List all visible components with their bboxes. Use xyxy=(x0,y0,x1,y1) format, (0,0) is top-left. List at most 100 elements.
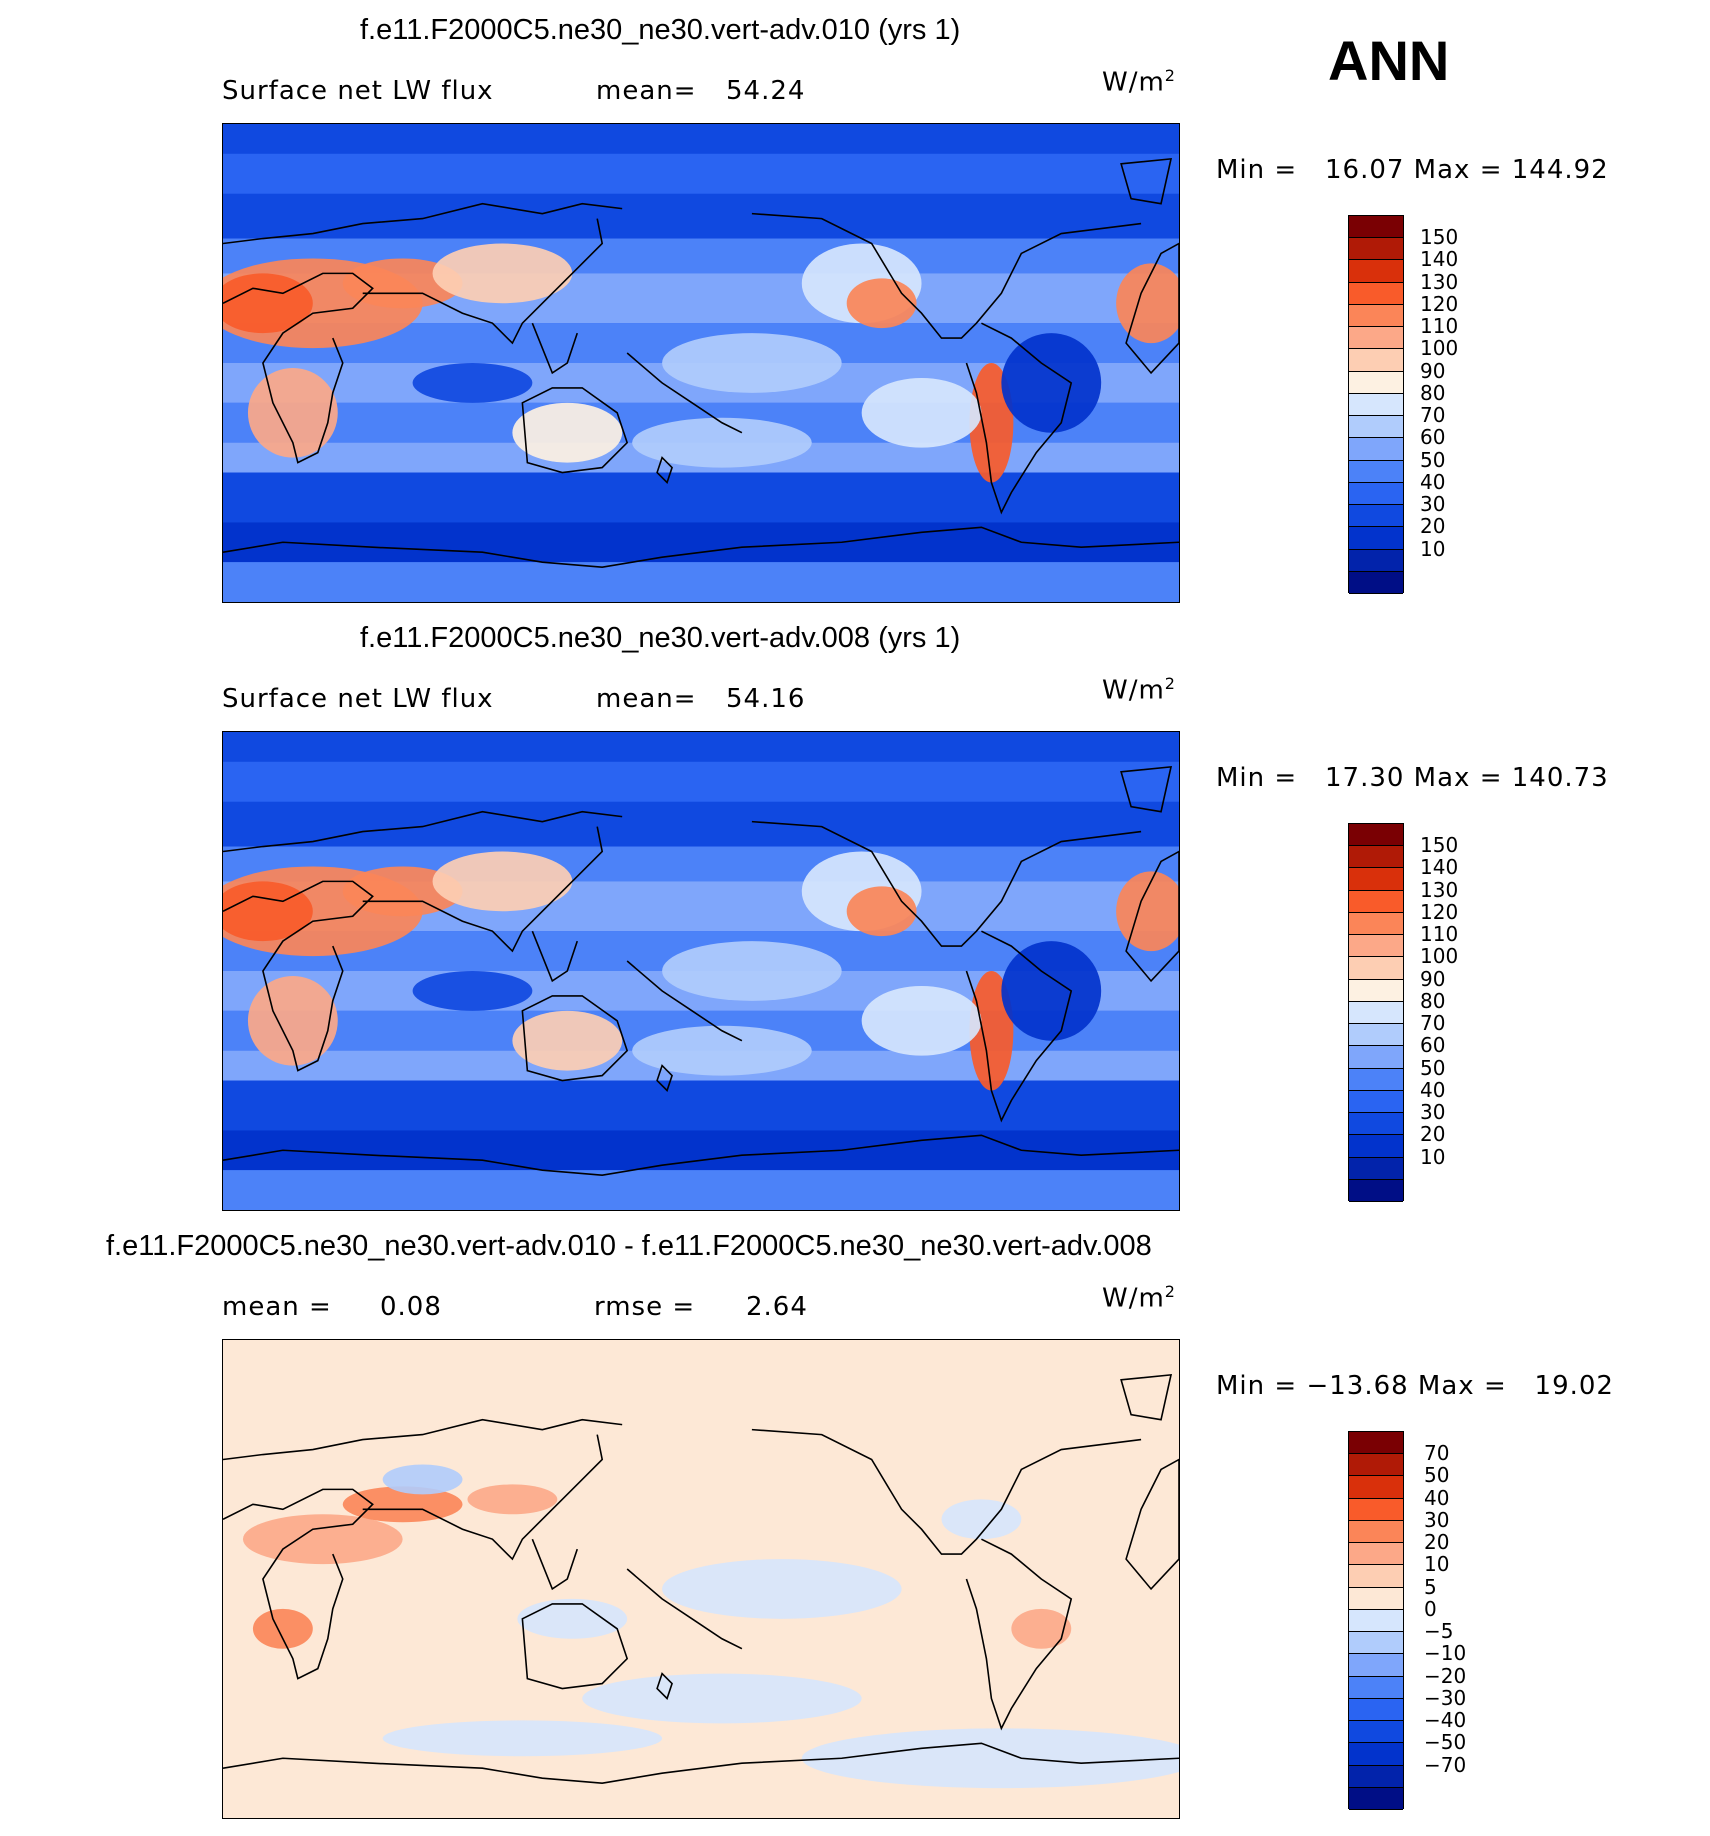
colorbar-swatch xyxy=(1349,238,1403,261)
colorbar-tick-label: 20 xyxy=(1420,1122,1446,1147)
flux-band xyxy=(223,801,1179,847)
coastline xyxy=(656,1064,673,1092)
flux-contour xyxy=(861,377,982,448)
coastline xyxy=(362,826,604,953)
coastline xyxy=(223,1488,374,1680)
flux-contour xyxy=(512,402,623,463)
coastline xyxy=(531,1538,579,1591)
colorbar-tick-label: −40 xyxy=(1424,1708,1467,1733)
diff-contour xyxy=(382,1720,663,1757)
colorbar-swatch xyxy=(1349,1498,1403,1521)
diff-contour xyxy=(1011,1608,1072,1649)
panel2-units: W/m2 xyxy=(1102,674,1176,706)
colorbar-tick-label: 10 xyxy=(1420,536,1446,561)
coastline xyxy=(965,1538,1073,1731)
flux-contour xyxy=(632,1025,812,1076)
panel2-colorbar xyxy=(1348,823,1404,1202)
colorbar-swatch xyxy=(1349,1068,1403,1091)
colorbar-tick-label: 20 xyxy=(1420,514,1446,539)
coastline xyxy=(362,1434,604,1561)
colorbar-swatch xyxy=(1349,216,1403,239)
flux-band xyxy=(223,472,1179,523)
panel1-colorbar xyxy=(1348,215,1404,594)
colorbar-tick-label: 140 xyxy=(1420,855,1459,880)
colorbar-swatch xyxy=(1349,349,1403,372)
coastline xyxy=(965,322,1073,515)
flux-band xyxy=(223,522,1179,563)
flux-contour xyxy=(1001,941,1102,1041)
flux-band xyxy=(223,193,1179,239)
coastline xyxy=(1125,1458,1179,1591)
flux-contour xyxy=(632,417,812,468)
panel3-mean-value: 0.08 xyxy=(380,1292,442,1322)
coastline xyxy=(751,1428,1142,1555)
flux-contour xyxy=(432,851,573,912)
colorbar-swatch xyxy=(1349,549,1403,572)
colorbar-swatch xyxy=(1349,1676,1403,1699)
flux-band xyxy=(223,153,1179,194)
colorbar-swatch xyxy=(1349,482,1403,506)
colorbar-swatch xyxy=(1349,824,1403,847)
colorbar-swatch xyxy=(1349,1113,1403,1136)
flux-band xyxy=(223,124,1179,154)
coastline xyxy=(223,810,623,853)
diff-contour xyxy=(662,1559,902,1619)
panel3-title: f.e11.F2000C5.ne30_ne30.vert-adv.010 - f… xyxy=(106,1230,1152,1262)
colorbar-swatch xyxy=(1349,1157,1403,1180)
colorbar-tick-label: 40 xyxy=(1424,1485,1450,1510)
colorbar-tick-label: −5 xyxy=(1424,1619,1454,1644)
colorbar-tick-label: 60 xyxy=(1420,1033,1446,1058)
flux-band xyxy=(223,1080,1179,1131)
panel3-colorbar xyxy=(1348,1431,1404,1810)
colorbar-tick-label: 10 xyxy=(1424,1552,1450,1577)
flux-contour xyxy=(512,1010,623,1071)
flux-band xyxy=(223,562,1179,602)
colorbar-tick-label: 80 xyxy=(1420,380,1446,405)
flux-contour xyxy=(861,985,982,1056)
colorbar-tick-label: −70 xyxy=(1424,1752,1467,1777)
colorbar-swatch xyxy=(1349,371,1403,394)
colorbar-tick-label: 70 xyxy=(1420,1011,1446,1036)
diff-contour xyxy=(582,1673,862,1724)
flux-contour xyxy=(432,243,573,304)
coastline xyxy=(223,1742,1179,1784)
flux-contour xyxy=(342,258,463,309)
coastline xyxy=(223,272,374,464)
colorbar-swatch xyxy=(1349,416,1403,439)
flux-contour xyxy=(969,363,1014,483)
flux-contour xyxy=(223,273,313,334)
colorbar-tick-label: 10 xyxy=(1420,1144,1446,1169)
colorbar-tick-label: 110 xyxy=(1420,314,1459,339)
panel2-minmax: Min = 17.30 Max = 140.73 xyxy=(1216,763,1609,793)
colorbar-swatch xyxy=(1349,912,1403,936)
colorbar-tick-label: 50 xyxy=(1424,1463,1450,1488)
panel2-variable-label: Surface net LW flux xyxy=(222,684,494,714)
colorbar-tick-label: 30 xyxy=(1420,492,1446,517)
colorbar-swatch xyxy=(1349,1721,1403,1744)
colorbar-tick-label: 0 xyxy=(1424,1596,1437,1621)
colorbar-tick-label: 130 xyxy=(1420,877,1459,902)
panel1-map xyxy=(222,123,1180,603)
colorbar-swatch xyxy=(1349,1135,1403,1158)
panel2-title: f.e11.F2000C5.ne30_ne30.vert-adv.008 (yr… xyxy=(360,622,961,654)
panel1-minmax: Min = 16.07 Max = 144.92 xyxy=(1216,155,1609,185)
diff-contour xyxy=(801,1728,1179,1789)
colorbar-swatch xyxy=(1349,1543,1403,1566)
coastline xyxy=(521,995,629,1082)
panel3-units: W/m2 xyxy=(1102,1282,1176,1314)
colorbar-tick-label: 90 xyxy=(1420,358,1446,383)
coastline xyxy=(751,212,1142,339)
colorbar-swatch xyxy=(1349,393,1403,417)
colorbar-tick-label: 100 xyxy=(1420,944,1459,969)
flux-contour xyxy=(846,886,917,937)
colorbar-swatch xyxy=(1349,1743,1403,1766)
coastline xyxy=(531,930,579,983)
colorbar-swatch xyxy=(1349,505,1403,528)
panel2-mean-label: mean= xyxy=(596,684,697,714)
flux-contour xyxy=(662,941,842,1001)
colorbar-tick-label: 120 xyxy=(1420,899,1459,924)
colorbar-tick-label: 50 xyxy=(1420,447,1446,472)
flux-contour xyxy=(412,363,533,403)
colorbar-tick-label: 140 xyxy=(1420,247,1459,272)
colorbar-tick-label: 5 xyxy=(1424,1574,1437,1599)
